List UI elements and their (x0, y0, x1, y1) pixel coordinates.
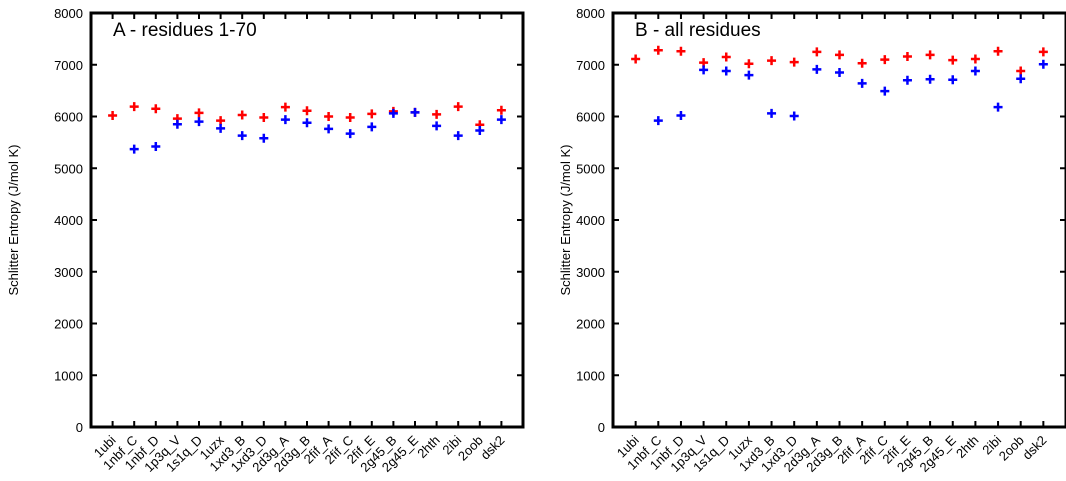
y-tick-label: 1000 (576, 368, 605, 383)
point-series-2-2d3g-b (835, 68, 844, 78)
point-series-1-1ubi (631, 54, 641, 64)
point-series-1-1xd3-b (237, 110, 247, 120)
y-tick-label: 2000 (576, 317, 605, 332)
point-series-1-2ibi (453, 102, 463, 112)
point-series-2-1xd3-d (789, 111, 799, 121)
point-series-1-dsk2 (1038, 47, 1048, 57)
point-series-1-1xd3-d (259, 113, 269, 123)
point-series-1-2fif-c (880, 55, 890, 65)
point-series-1-1s1q-d (194, 108, 204, 118)
point-series-1-1nbf-d (676, 46, 686, 56)
y-tick-label: 5000 (576, 161, 605, 176)
point-series-2-1uzx (216, 123, 226, 133)
panel-a: 0100020003000400050006000700080001ubi1nb… (6, 6, 525, 475)
point-series-2-2g45-e (948, 75, 958, 85)
point-series-1-1xd3-b (767, 56, 777, 66)
point-series-2-2fif-a (857, 78, 867, 88)
point-series-1-2d3g-b (302, 106, 312, 116)
point-series-2-1s1q-d (194, 117, 204, 127)
panel-title: A - residues 1-70 (113, 20, 257, 41)
point-series-1-1xd3-d (789, 57, 799, 67)
point-series-2-2fif-c (345, 129, 355, 139)
y-tick-label: 8000 (54, 6, 83, 21)
y-tick-label: 8000 (576, 6, 605, 21)
point-series-2-1p3q-v (699, 65, 709, 75)
point-series-1-2fif-e (367, 109, 377, 119)
y-tick-label: 6000 (54, 110, 83, 125)
y-tick-label: 1000 (54, 368, 83, 383)
y-tick-label: 4000 (576, 213, 605, 228)
x-tick-label-2hth: 2hth (953, 433, 982, 462)
point-series-2-1uzx (744, 70, 754, 80)
point-series-2-1s1q-d (721, 66, 731, 76)
y-tick-label: 5000 (54, 161, 83, 176)
point-series-2-2g45-b (925, 74, 935, 84)
point-series-1-2d3g-a (812, 47, 822, 57)
y-tick-label: 3000 (576, 265, 605, 280)
point-series-2-2d3g-b (302, 118, 312, 128)
point-series-2-2hth (970, 66, 980, 76)
point-series-2-1xd3-d (259, 133, 269, 143)
y-axis-label: Schlitter Entropy (J/mol K) (558, 145, 573, 296)
point-series-2-1xd3-b (767, 108, 777, 118)
y-axis-label: Schlitter Entropy (J/mol K) (6, 145, 21, 296)
point-series-2-2oob (475, 125, 485, 135)
point-series-2-2fif-c (880, 86, 890, 96)
point-series-2-2g45-e (410, 107, 420, 117)
point-series-1-2d3g-a (280, 102, 290, 112)
point-series-1-2hth (432, 109, 442, 119)
point-series-2-2g45-b (388, 108, 398, 118)
point-series-1-1ubi (108, 110, 118, 120)
point-series-1-2fif-a (857, 58, 867, 68)
point-series-1-2ibi (993, 46, 1003, 56)
y-tick-label: 0 (76, 420, 83, 435)
x-tick-label-dsk2: dsk2 (1019, 433, 1049, 463)
point-series-1-dsk2 (496, 105, 506, 115)
point-series-1-1nbf-d (151, 104, 161, 114)
y-tick-label: 6000 (576, 110, 605, 125)
y-tick-label: 7000 (576, 58, 605, 73)
y-tick-label: 7000 (54, 58, 83, 73)
point-series-1-2g45-e (948, 55, 958, 65)
y-tick-label: 2000 (54, 317, 83, 332)
point-series-2-1nbf-c (129, 144, 139, 154)
y-tick-label: 0 (598, 420, 605, 435)
point-series-1-1s1q-d (721, 52, 731, 62)
point-series-2-2oob (1016, 74, 1026, 84)
point-series-2-2fif-e (902, 75, 912, 85)
point-series-1-2hth (970, 54, 980, 64)
point-series-1-2fif-a (324, 112, 334, 121)
point-series-2-2d3g-a (812, 64, 822, 74)
point-series-1-2d3g-b (835, 50, 844, 60)
point-series-2-dsk2 (1038, 59, 1048, 69)
point-series-2-1nbf-c (653, 116, 663, 126)
panel-b: 0100020003000400050006000700080001ubi1nb… (558, 6, 1066, 475)
point-series-1-1nbf-c (653, 45, 663, 55)
point-series-2-1xd3-b (237, 131, 247, 141)
point-series-2-2fif-e (367, 122, 377, 132)
point-series-1-1nbf-c (129, 102, 139, 112)
point-series-1-2oob (1016, 66, 1026, 76)
point-series-2-dsk2 (496, 115, 506, 125)
point-series-1-2fif-e (902, 51, 912, 61)
y-tick-label: 3000 (54, 265, 83, 280)
point-series-2-1nbf-d (676, 110, 686, 120)
panel-title: B - all residues (635, 20, 761, 41)
point-series-2-2d3g-a (280, 115, 290, 125)
point-series-2-1p3q-v (172, 119, 182, 129)
point-series-2-2hth (432, 121, 442, 131)
point-series-1-1uzx (216, 116, 226, 126)
point-series-2-2fif-a (324, 124, 334, 134)
point-series-2-1nbf-d (151, 142, 161, 152)
point-series-1-1uzx (744, 59, 754, 69)
y-tick-label: 4000 (54, 213, 83, 228)
plot-frame (89, 11, 525, 429)
x-tick-label-dsk2: dsk2 (477, 433, 507, 463)
point-series-2-2ibi (453, 131, 463, 141)
point-series-1-2fif-c (345, 113, 355, 123)
point-series-1-2g45-b (925, 50, 935, 60)
point-series-2-2ibi (993, 102, 1003, 112)
